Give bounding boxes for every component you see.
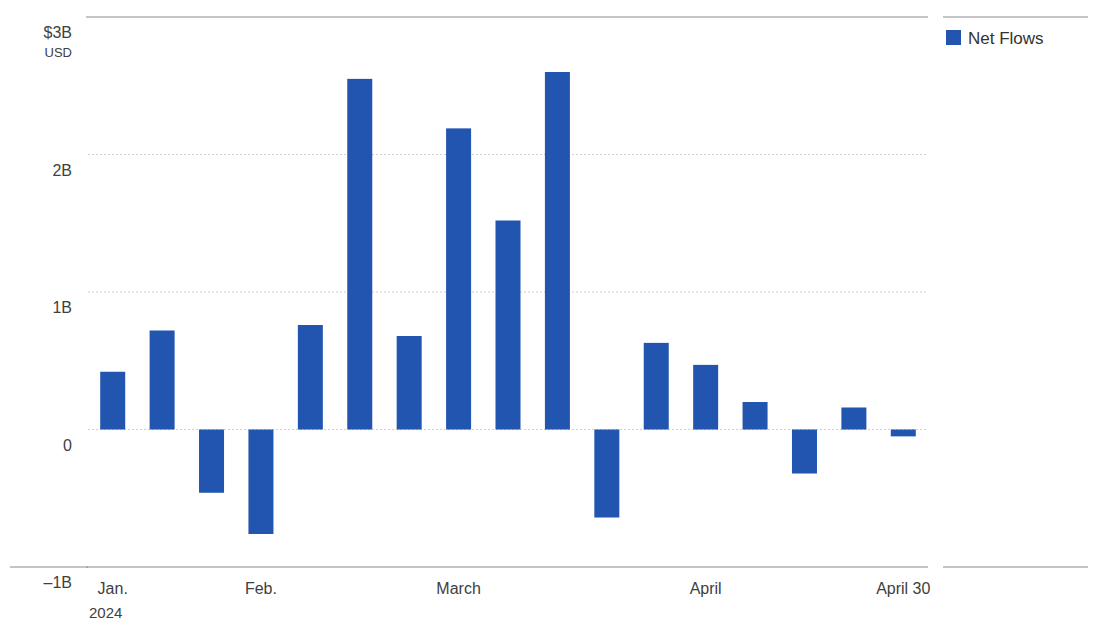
tick-mark — [86, 17, 88, 18]
bar — [298, 325, 323, 430]
chart: –1B 0 1B 2B $3B USD Jan. Feb. March April April 30… — [0, 0, 1093, 625]
y-tick-label: –1B — [44, 574, 72, 591]
bar — [693, 365, 718, 430]
bar — [743, 402, 768, 430]
bar — [199, 430, 224, 493]
grid-line — [88, 154, 928, 155]
annotation: 2024 — [89, 604, 122, 621]
bar — [446, 128, 471, 429]
bar — [792, 430, 817, 474]
y-tick-label: 1B — [52, 299, 72, 316]
y-axis-label: USD — [45, 45, 72, 60]
legend-label: Net Flows — [968, 29, 1044, 48]
legend-rule — [943, 567, 1088, 568]
axis-bottom — [10, 567, 928, 568]
bar — [100, 372, 125, 430]
bar — [347, 79, 372, 430]
bar — [644, 343, 669, 430]
bar — [891, 430, 916, 437]
bar — [545, 72, 570, 430]
bar — [594, 430, 619, 518]
x-tick-label: April — [690, 580, 722, 597]
bars — [100, 72, 916, 534]
bar — [397, 336, 422, 430]
bar — [150, 331, 175, 430]
y-tick-label: $3B — [44, 24, 72, 41]
y-tick-label: 2B — [52, 162, 72, 179]
x-tick-label: March — [436, 580, 480, 597]
tick-mark — [86, 567, 88, 568]
y-tick-label: 0 — [63, 437, 72, 454]
x-tick-label: April 30 — [876, 580, 930, 597]
axis-top — [88, 17, 928, 18]
bar — [496, 221, 521, 430]
legend-swatch — [946, 30, 961, 45]
x-tick-label: Feb. — [245, 580, 277, 597]
bar — [841, 408, 866, 430]
bar — [248, 430, 273, 535]
legend-rule — [943, 17, 1088, 18]
x-tick-label: Jan. — [98, 580, 128, 597]
